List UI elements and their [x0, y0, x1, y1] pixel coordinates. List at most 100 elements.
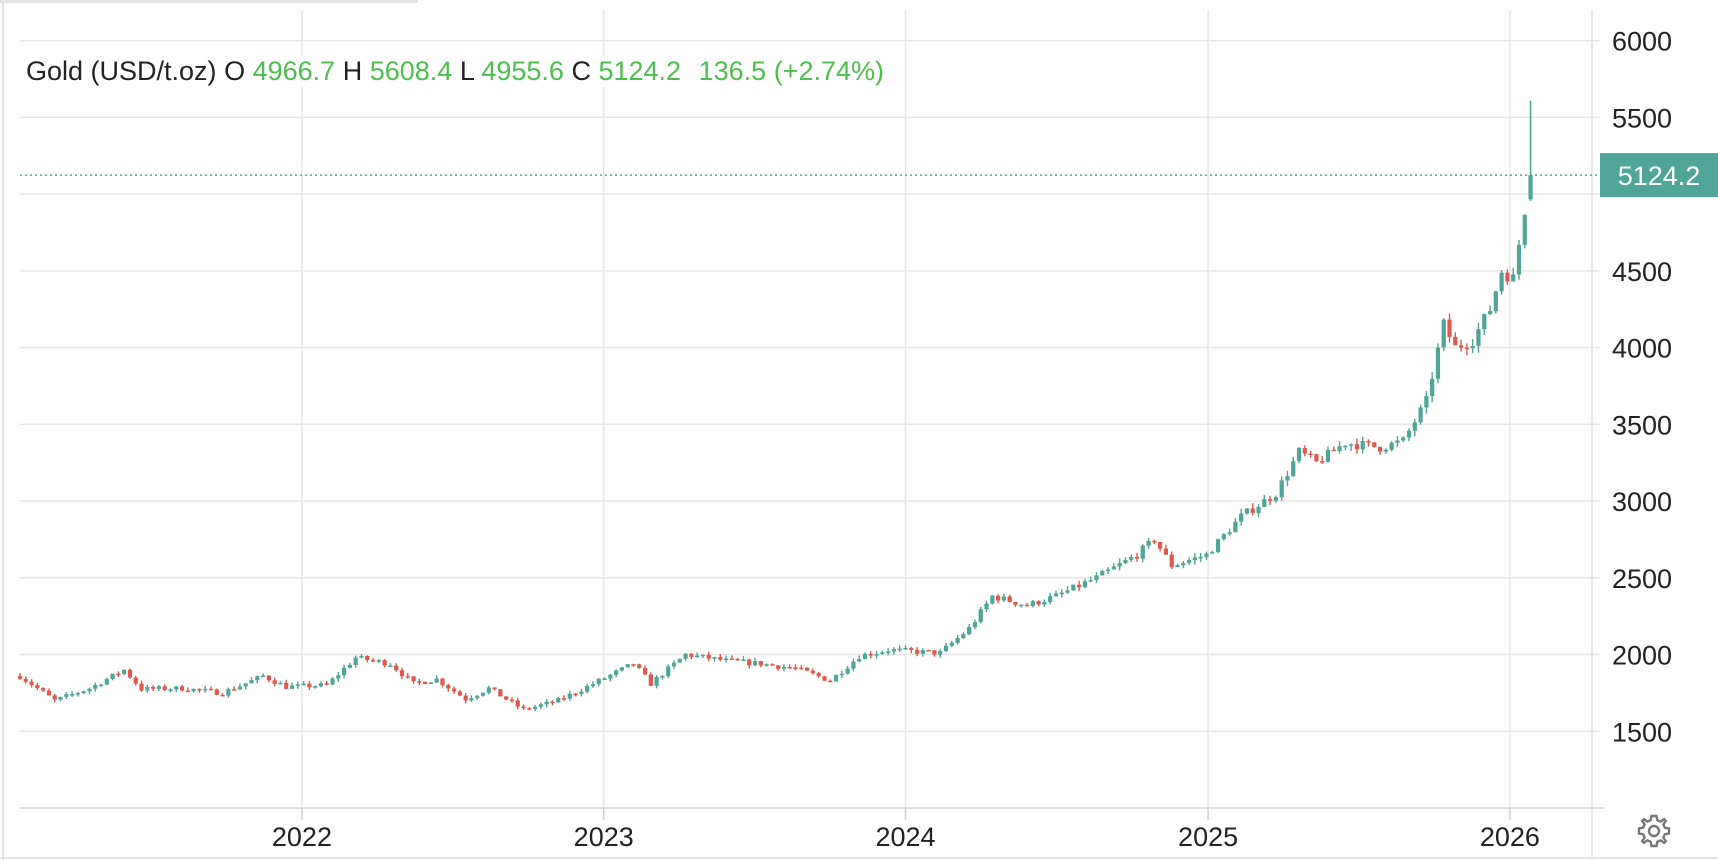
candle: [342, 664, 347, 679]
candle: [972, 619, 978, 630]
candle-body: [1389, 442, 1394, 450]
candle-body: [608, 674, 613, 679]
candle: [862, 652, 868, 660]
candle-body: [1528, 175, 1533, 200]
candle: [677, 658, 682, 663]
candle-body: [1088, 580, 1093, 582]
candle: [1140, 544, 1145, 563]
candle: [191, 688, 196, 693]
candle: [93, 682, 98, 692]
candle-body: [1273, 497, 1278, 501]
candle: [654, 675, 659, 689]
candle-body: [683, 653, 688, 659]
candle: [1250, 503, 1255, 516]
candle-body: [266, 675, 271, 681]
candle: [1424, 391, 1429, 414]
price-tag-label: 5124.2: [1618, 161, 1701, 191]
candle: [208, 686, 214, 691]
candle-body: [174, 686, 179, 690]
candle: [1007, 594, 1012, 603]
candle: [602, 677, 607, 681]
candle: [527, 707, 532, 711]
candle: [712, 656, 717, 662]
candle-body: [376, 660, 381, 662]
candle-body: [1077, 584, 1082, 588]
candle: [978, 606, 983, 624]
candle: [1268, 495, 1273, 505]
candle-body: [1296, 448, 1302, 462]
candle: [1273, 495, 1278, 504]
candle-body: [585, 686, 590, 692]
candle: [226, 687, 231, 698]
candle-body: [428, 682, 434, 684]
candle-body: [1337, 446, 1342, 451]
candle-body: [133, 677, 138, 684]
candle-body: [631, 664, 636, 666]
candle-body: [723, 658, 729, 660]
candle-body: [1123, 559, 1128, 564]
candle: [249, 676, 254, 684]
candle: [318, 681, 324, 688]
gear-icon[interactable]: [1636, 813, 1672, 849]
candle: [1042, 599, 1047, 607]
candle: [642, 665, 648, 676]
candle: [69, 691, 75, 698]
candle-body: [1210, 552, 1215, 554]
candle: [1360, 436, 1365, 454]
candle: [498, 689, 503, 697]
candle: [1331, 446, 1336, 452]
candle: [29, 679, 34, 688]
candle: [1169, 551, 1174, 570]
candle: [521, 704, 526, 711]
candle-body: [17, 676, 23, 679]
candle-body: [480, 692, 486, 696]
x-tick-label: 2022: [272, 822, 332, 852]
candle: [156, 685, 162, 692]
candles-layer: [17, 100, 1533, 712]
candle: [1302, 445, 1307, 457]
candle: [1499, 270, 1504, 295]
candle: [52, 693, 57, 703]
candle: [1158, 541, 1163, 552]
candle-body: [614, 670, 619, 675]
grid-layer: [20, 10, 1600, 808]
candle: [1366, 439, 1371, 447]
candle-body: [35, 685, 40, 689]
candle-body: [1476, 329, 1481, 347]
candle: [1053, 590, 1059, 597]
candle-body: [145, 686, 150, 691]
candle: [1458, 339, 1464, 352]
candle: [255, 675, 260, 684]
candle: [243, 683, 248, 690]
candle: [388, 662, 393, 668]
candle: [509, 697, 515, 703]
price-tag-box: [1600, 153, 1718, 198]
candle-body: [46, 690, 52, 696]
candle-body: [1262, 499, 1267, 507]
candle-body: [1094, 575, 1099, 581]
candle-body: [208, 688, 214, 691]
candle: [614, 669, 619, 678]
candle-body: [747, 659, 752, 666]
candle: [660, 674, 665, 680]
high-value: 5608.4: [369, 56, 453, 86]
candle: [428, 682, 434, 685]
candle-body: [805, 667, 810, 671]
candle-body: [249, 680, 254, 684]
candle: [706, 651, 711, 662]
candle: [347, 662, 352, 669]
candle-body: [336, 675, 341, 679]
candle-body: [868, 653, 873, 656]
candle: [816, 671, 821, 678]
candle-body: [1424, 396, 1429, 408]
candle: [1210, 550, 1215, 554]
candle: [1030, 599, 1035, 608]
candle-body: [1215, 539, 1221, 553]
candle-body: [509, 699, 515, 701]
candle-body: [978, 609, 983, 623]
candle-body: [434, 678, 439, 683]
candle: [457, 690, 462, 696]
candle-body: [1499, 272, 1504, 292]
candle-body: [365, 655, 370, 660]
candle-body: [1053, 593, 1059, 597]
